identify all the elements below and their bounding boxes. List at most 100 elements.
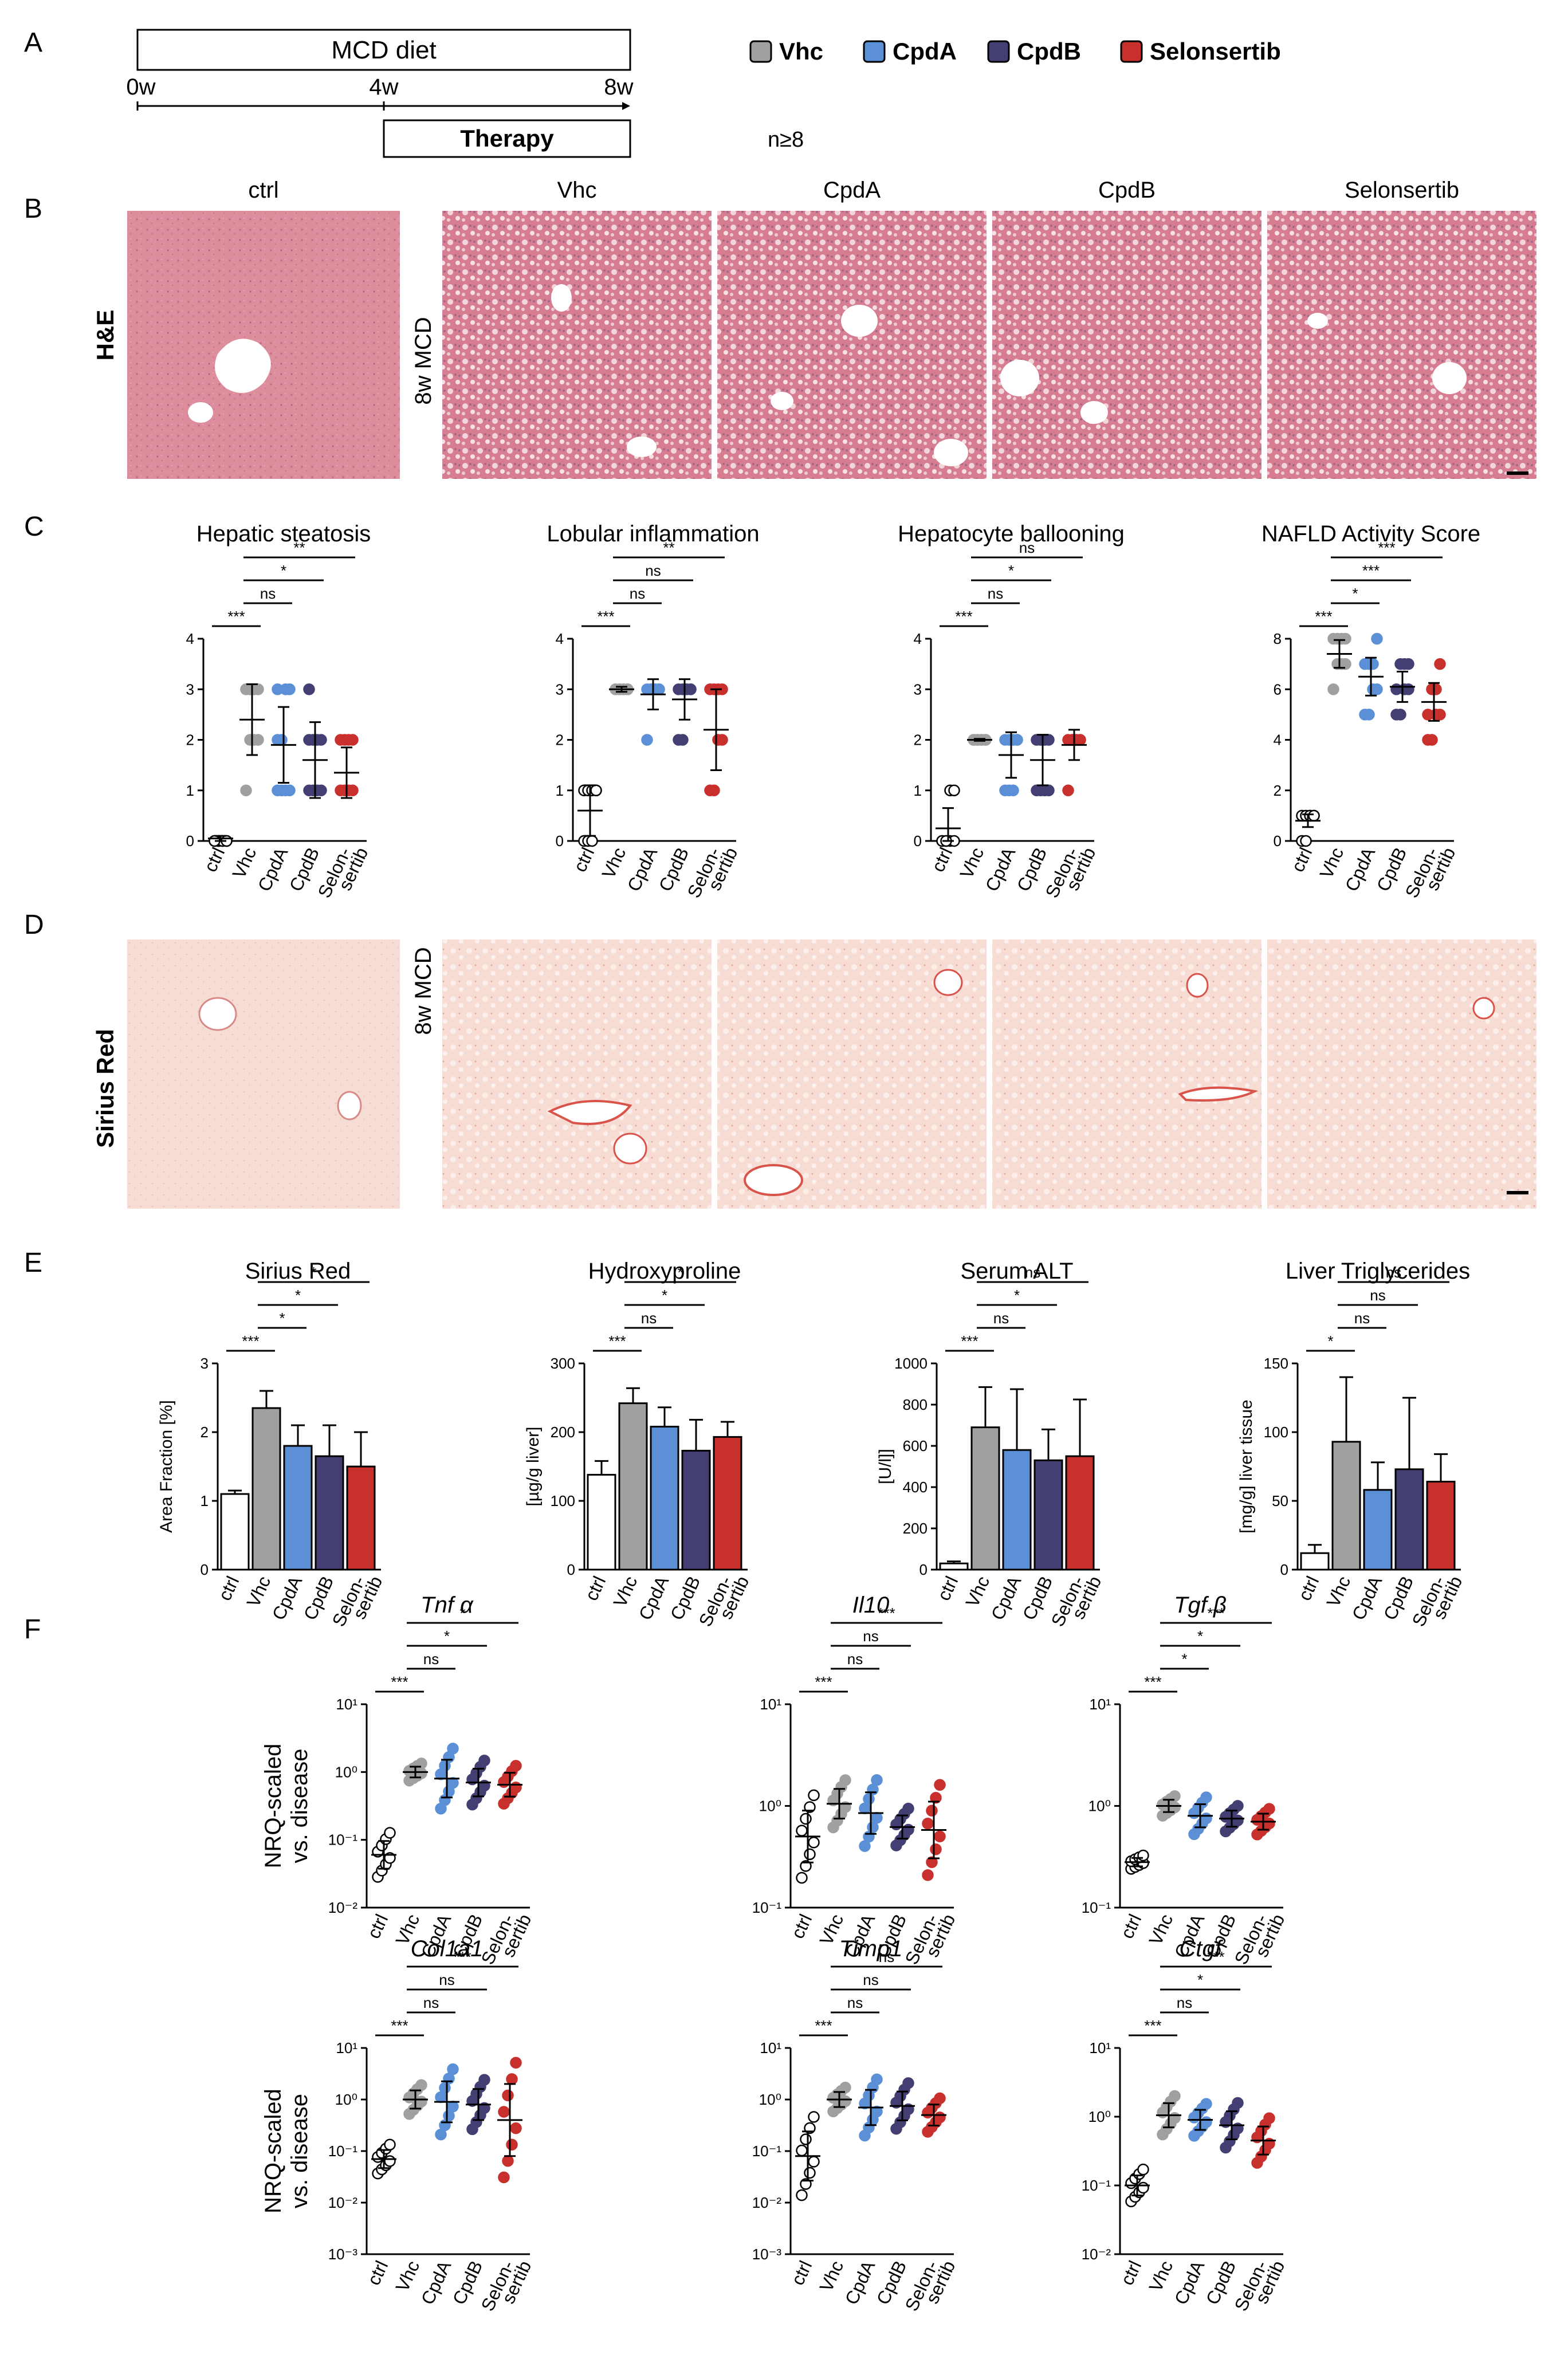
y-tick-label: 50 bbox=[1272, 1492, 1288, 1509]
data-point bbox=[871, 1812, 883, 1824]
y-axis-label: NRQ-scaled bbox=[261, 2089, 286, 2214]
data-point bbox=[922, 1869, 934, 1881]
he-image-cpda bbox=[717, 211, 987, 479]
y-tick-label: 10⁻² bbox=[328, 1899, 358, 1916]
significance-label: ** bbox=[293, 539, 305, 556]
data-point bbox=[1232, 1800, 1244, 1812]
data-point bbox=[415, 2079, 427, 2091]
data-point bbox=[1327, 683, 1339, 695]
y-axis-label: NRQ-scaled bbox=[261, 1744, 286, 1869]
y-tick-label: 10⁻¹ bbox=[328, 1831, 358, 1849]
significance-label: ** bbox=[663, 539, 674, 556]
x-tick-label: Vhc bbox=[1145, 2258, 1177, 2295]
y-tick-label: 4 bbox=[556, 630, 564, 647]
y-tick-label: 10¹ bbox=[1089, 2039, 1111, 2057]
significance-label: *** bbox=[227, 608, 245, 625]
data-point bbox=[934, 1779, 946, 1791]
significance-label: *** bbox=[454, 1948, 471, 1965]
sirius-images: Sirius Red 8w MCD bbox=[92, 939, 1536, 1209]
data-point bbox=[1263, 1803, 1275, 1815]
panel-letter-b: B bbox=[24, 194, 42, 224]
mcd-diet-label: MCD diet bbox=[331, 36, 436, 64]
x-tick-label: ctrl bbox=[1294, 1573, 1323, 1604]
x-tick-label: CpdA bbox=[268, 1572, 306, 1623]
therapy-box bbox=[383, 119, 631, 158]
data-point bbox=[1339, 632, 1351, 645]
legend-swatch-cpda bbox=[863, 40, 886, 63]
significance-label: *** bbox=[242, 1332, 259, 1350]
data-point bbox=[252, 683, 264, 695]
y-tick-label: 800 bbox=[903, 1396, 928, 1413]
data-point bbox=[1011, 734, 1023, 746]
x-tick-label: CpdA bbox=[254, 844, 292, 894]
x-tick-label: Vhc bbox=[961, 1573, 993, 1610]
data-point bbox=[384, 1827, 396, 1839]
data-point bbox=[808, 2111, 820, 2123]
x-tick-label: Vhc bbox=[228, 844, 260, 882]
legend-label-cpda: CpdA bbox=[893, 38, 957, 65]
data-point bbox=[800, 2133, 812, 2145]
x-tick-label: CpdA bbox=[1348, 1572, 1386, 1623]
y-tick-label: 10¹ bbox=[336, 2039, 357, 2057]
data-point bbox=[284, 784, 296, 796]
data-point bbox=[1300, 835, 1312, 847]
y-tick-label: 10¹ bbox=[760, 2039, 781, 2057]
legend-label-vhc: Vhc bbox=[779, 38, 823, 65]
chart-title: Tnf α bbox=[421, 1593, 474, 1618]
significance-label: ns bbox=[847, 1650, 863, 1668]
significance-label: ns bbox=[863, 1627, 878, 1645]
chart-title: Liver Triglycerides bbox=[1286, 1259, 1470, 1284]
legend-swatch-selonsertib bbox=[1120, 40, 1143, 63]
data-point bbox=[796, 2144, 808, 2157]
data-point bbox=[240, 784, 252, 796]
y-tick-label: 3 bbox=[556, 681, 564, 698]
chart-8: Tnf α 10⁻² 10⁻¹ 10⁰ 10¹ NRQ-scaled vs. disease… bbox=[261, 1593, 535, 1968]
he-title-cpdb: CpdB bbox=[1098, 178, 1156, 203]
panel-letter-e: E bbox=[24, 1248, 42, 1278]
he-image-cpdb bbox=[992, 211, 1262, 479]
x-tick-label: ctrl bbox=[933, 1573, 962, 1604]
x-tick-label: ctrl bbox=[1117, 2258, 1146, 2289]
chart-title: Timp1 bbox=[839, 1936, 903, 1961]
significance-label: ns bbox=[439, 1971, 454, 1988]
significance-label: * bbox=[662, 1287, 667, 1304]
legend-swatch-cpdb bbox=[987, 40, 1010, 63]
data-point bbox=[1137, 1849, 1149, 1862]
data-point bbox=[506, 2138, 518, 2150]
x-tick-label: Vhc bbox=[1315, 844, 1347, 882]
y-tick-label: 10¹ bbox=[1089, 1696, 1111, 1713]
sirius-stain-label: Sirius Red bbox=[92, 1029, 119, 1148]
significance-label: * bbox=[1327, 1332, 1333, 1350]
significance-label: ns bbox=[645, 562, 661, 579]
data-point bbox=[478, 1754, 490, 1767]
y-tick-label: 0 bbox=[201, 1561, 209, 1578]
significance-label: ns bbox=[1177, 1994, 1192, 2011]
chart-5: Hydroxyproline 0 100 200 300 [µg/g liver] ctrl… bbox=[524, 1259, 753, 1630]
data-point bbox=[930, 1843, 942, 1855]
y-tick-label: 100 bbox=[551, 1492, 575, 1509]
x-tick-label: ctrl bbox=[787, 2258, 816, 2289]
bar bbox=[315, 1455, 344, 1571]
panel-letter-c: C bbox=[24, 512, 44, 542]
y-tick-label: 1 bbox=[914, 782, 922, 799]
data-point bbox=[1402, 683, 1414, 695]
bar bbox=[251, 1407, 281, 1571]
data-point bbox=[1394, 709, 1406, 721]
x-tick-label: CpdA bbox=[841, 2257, 879, 2307]
data-point bbox=[796, 2189, 808, 2201]
x-tick-label: ctrl bbox=[787, 1911, 816, 1942]
y-axis-label: [mg/g] liver tissue bbox=[1237, 1399, 1256, 1533]
week-4-label: 4w bbox=[369, 74, 398, 100]
significance-label: ns bbox=[1354, 1310, 1370, 1327]
significance-label: * bbox=[295, 1287, 301, 1304]
data-point bbox=[934, 2092, 946, 2105]
data-point bbox=[1007, 784, 1019, 796]
data-point bbox=[347, 784, 359, 796]
bar bbox=[650, 1425, 679, 1571]
data-point bbox=[796, 1872, 808, 1884]
